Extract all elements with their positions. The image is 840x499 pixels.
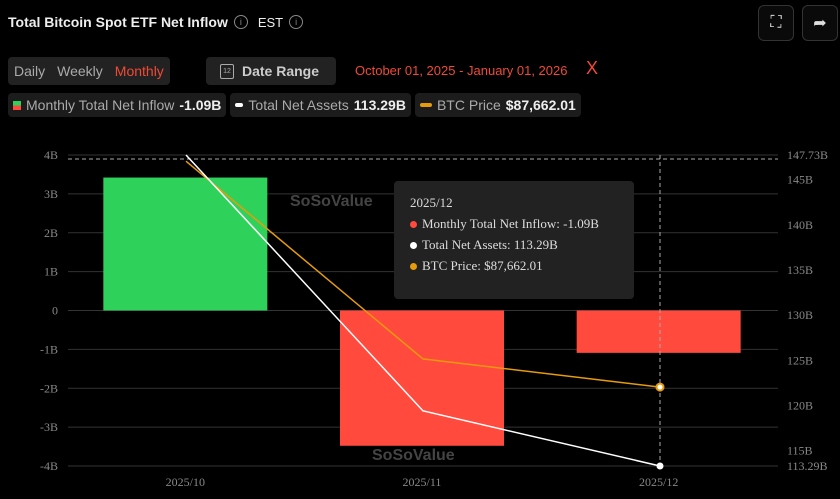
right-tick-label: 135B (787, 263, 813, 277)
btc-price-line (185, 160, 661, 388)
net-assets-point (656, 462, 664, 470)
fullscreen-icon: ⛶ (770, 14, 782, 31)
left-tick-label: 2B (44, 226, 58, 240)
legend: Monthly Total Net Inflow -1.09B Total Net… (8, 93, 581, 117)
title-text: Total Bitcoin Spot ETF Net Inflow (8, 14, 228, 30)
legend-net-inflow[interactable]: Monthly Total Net Inflow -1.09B (8, 93, 227, 117)
right-tick-label: 145B (787, 173, 813, 187)
legend-value: -1.09B (179, 97, 222, 113)
period-monthly[interactable]: Monthly (114, 63, 164, 79)
right-tick-label: 113.29B (787, 459, 828, 473)
period-selector: Daily Weekly Monthly (8, 57, 170, 85)
legend-label: Monthly Total Net Inflow (26, 97, 175, 113)
left-tick-label: 3B (44, 187, 58, 201)
inflow-dot-icon (410, 220, 417, 228)
calendar-icon: 12 (220, 63, 234, 79)
right-tick-label: 130B (787, 308, 813, 322)
bar-2025/10 (103, 177, 268, 311)
chart-title: Total Bitcoin Spot ETF Net Inflow i EST … (8, 14, 304, 30)
assets-dot-icon (410, 241, 417, 249)
timezone-label: EST (257, 14, 284, 30)
right-tick-label: 120B (787, 398, 813, 412)
net-assets-line (185, 154, 661, 467)
legend-value: $87,662.01 (505, 97, 576, 113)
date-range-label: Date Range (242, 63, 320, 79)
left-tick-label: 0 (52, 304, 58, 318)
legend-label: BTC Price (436, 97, 501, 113)
tooltip: 2025/12 Monthly Total Net Inflow: -1.09B… (394, 181, 634, 299)
right-tick-label: 115B (787, 444, 813, 458)
btc-swatch (419, 103, 432, 107)
tooltip-inflow: Monthly Total Net Inflow: -1.09B (422, 216, 599, 231)
left-tick-label: -4B (40, 459, 58, 473)
tooltip-btc: BTC Price: $87,662.01 (422, 258, 543, 273)
left-tick-label: -1B (40, 342, 58, 356)
timezone-info-icon[interactable]: i (289, 15, 304, 29)
info-icon[interactable]: i (233, 15, 248, 29)
bar-2025/11 (340, 310, 504, 446)
btc-price-point (655, 382, 665, 392)
date-range-button[interactable]: 12 Date Range (206, 57, 336, 85)
left-tick-label: -3B (40, 420, 58, 434)
watermark: SoSoValue (372, 447, 455, 464)
legend-net-assets[interactable]: Total Net Assets 113.29B (230, 93, 411, 117)
x-tick-label: 2025/11 (403, 475, 442, 489)
bar-2025/12 (576, 310, 741, 353)
legend-btc-price[interactable]: BTC Price $87,662.01 (414, 93, 581, 117)
left-tick-label: 1B (44, 265, 58, 279)
inflow-swatch (13, 100, 21, 110)
share-button[interactable]: ➦ (802, 5, 838, 41)
assets-swatch (235, 103, 244, 107)
legend-value: 113.29B (353, 97, 406, 113)
clear-range-icon[interactable]: X (586, 58, 599, 78)
period-weekly[interactable]: Weekly (57, 63, 103, 79)
left-tick-label: 4B (44, 148, 58, 162)
legend-label: Total Net Assets (248, 97, 349, 113)
date-range-value: October 01, 2025 - January 01, 2026 (355, 63, 568, 78)
watermark: SoSoValue (290, 193, 373, 210)
right-tick-label: 140B (787, 218, 813, 232)
right-tick-label: 125B (787, 353, 813, 367)
right-tick-label: 147.73B (787, 148, 828, 162)
x-tick-label: 2025/10 (166, 475, 205, 489)
tooltip-title: 2025/12 (410, 195, 453, 210)
fullscreen-button[interactable]: ⛶ (758, 5, 794, 41)
share-icon: ➦ (813, 15, 827, 32)
x-tick-label: 2025/12 (639, 475, 678, 489)
left-tick-label: -2B (40, 381, 58, 395)
btc-dot-icon (410, 262, 417, 270)
tooltip-assets: Total Net Assets: 113.29B (422, 237, 558, 252)
period-daily[interactable]: Daily (14, 63, 46, 79)
